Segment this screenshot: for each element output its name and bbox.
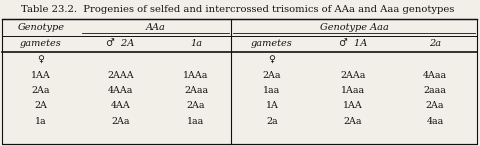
Text: 1aa: 1aa — [264, 86, 281, 95]
Text: 1a: 1a — [190, 40, 202, 48]
Text: 1AA: 1AA — [343, 101, 363, 110]
Text: 2a: 2a — [266, 117, 278, 126]
Text: 2Aa: 2Aa — [32, 86, 50, 95]
Text: 2Aa: 2Aa — [111, 117, 130, 126]
Text: 4AA: 4AA — [110, 101, 131, 110]
Text: Table 23.2.  Progenies of selfed and intercrossed trisomics of AAa and Aaa genot: Table 23.2. Progenies of selfed and inte… — [21, 6, 455, 14]
Text: Genotype Aaa: Genotype Aaa — [320, 23, 388, 32]
Text: 1AAa: 1AAa — [183, 71, 209, 80]
Text: ♀: ♀ — [268, 55, 276, 64]
Text: Genotype: Genotype — [17, 23, 64, 32]
Bar — [2, 19, 477, 144]
Text: gametes: gametes — [251, 40, 293, 48]
Text: 2AAa: 2AAa — [340, 71, 366, 80]
Text: 2Aa: 2Aa — [344, 117, 362, 126]
Text: 2aaa: 2aaa — [423, 86, 446, 95]
Text: 2Aa: 2Aa — [426, 101, 444, 110]
Text: 2a: 2a — [429, 40, 441, 48]
Text: 2Aa: 2Aa — [187, 101, 205, 110]
Text: 4AAa: 4AAa — [108, 86, 133, 95]
Text: 1Aaa: 1Aaa — [341, 86, 365, 95]
Text: 1aa: 1aa — [187, 117, 204, 126]
Text: ♀: ♀ — [37, 55, 45, 64]
Text: 2AAA: 2AAA — [107, 71, 134, 80]
Text: gametes: gametes — [20, 40, 62, 48]
Text: 2Aa: 2Aa — [263, 71, 281, 80]
Text: 4Aaa: 4Aaa — [423, 71, 447, 80]
Text: 2A: 2A — [35, 101, 48, 110]
Text: 2Aaa: 2Aaa — [184, 86, 208, 95]
Text: 1a: 1a — [35, 117, 47, 126]
Text: 1AA: 1AA — [31, 71, 51, 80]
Text: ♂  2A: ♂ 2A — [107, 40, 134, 48]
Text: 4aa: 4aa — [426, 117, 444, 126]
Text: AAa: AAa — [145, 23, 166, 32]
Text: 1A: 1A — [265, 101, 278, 110]
Text: ♂  1A: ♂ 1A — [339, 40, 367, 48]
